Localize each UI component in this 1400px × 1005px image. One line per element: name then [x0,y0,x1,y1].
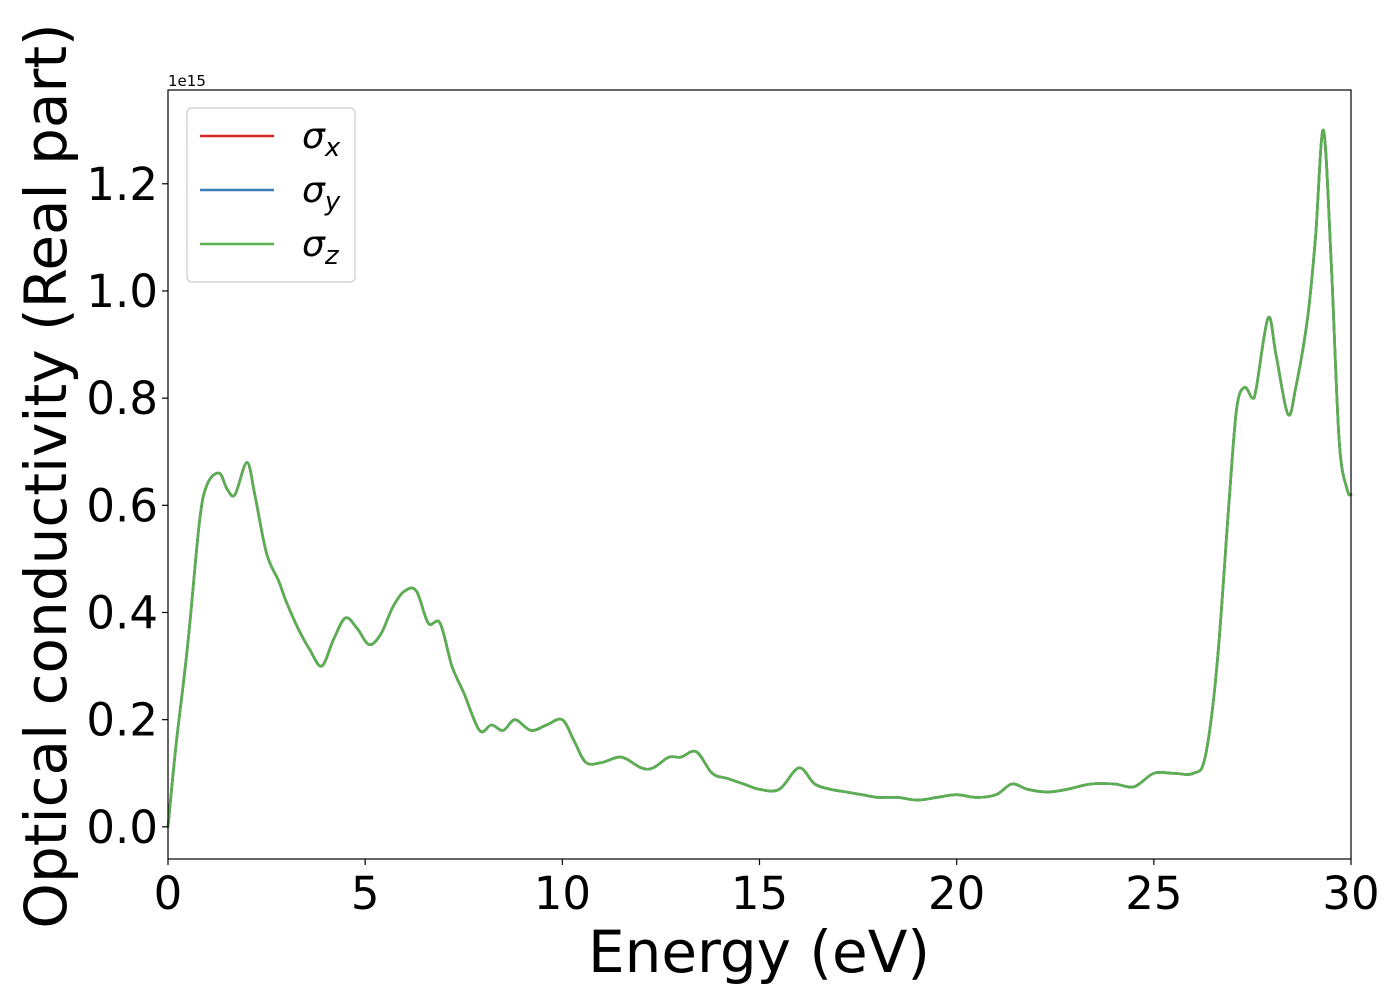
y-axis: 0.0 0.2 0.4 0.6 0.8 1.0 1.2 [86,158,168,854]
y-tick-label: 0.2 [86,694,158,747]
x-axis-title: Energy (eV) [588,918,930,986]
y-tick-label: 0.4 [86,586,158,639]
y-tick-label: 0.6 [86,479,158,532]
y-tick-label: 0.0 [86,801,158,854]
x-tick-label: 15 [731,867,788,920]
y-axis-title: Optical conductivity (Real part) [12,23,80,928]
legend-label: σz [302,224,340,271]
series-layer [166,128,1353,829]
x-tick-label: 30 [1322,867,1379,920]
x-axis: 0 5 10 15 20 25 30 [154,859,1380,920]
y-tick-label: 0.8 [86,372,158,425]
x-tick-label: 25 [1125,867,1182,920]
series-line-sigma-z [166,128,1353,829]
x-tick-label: 0 [154,867,183,920]
x-tick-label: 10 [534,867,591,920]
y-tick-label: 1.0 [86,265,158,318]
legend-frame [186,107,356,283]
x-tick-label: 5 [351,867,380,920]
y-tick-label: 1.2 [86,158,158,211]
y-offset-label: 1e15 [168,72,206,90]
x-tick-label: 20 [928,867,985,920]
